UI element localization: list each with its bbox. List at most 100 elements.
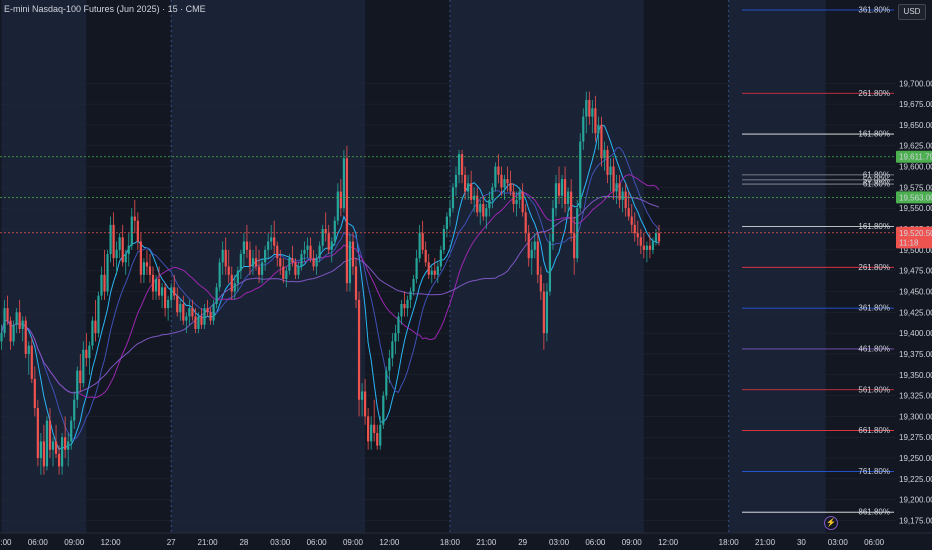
candle-body xyxy=(500,174,503,188)
candle-body xyxy=(364,391,367,417)
x-tick-label: 06:00 xyxy=(864,538,885,547)
candle-body xyxy=(512,191,515,205)
x-tick-label: 12:00 xyxy=(101,538,122,547)
candle-body xyxy=(242,241,245,255)
candle-body xyxy=(115,249,118,259)
candle-body xyxy=(454,174,458,188)
candle-body xyxy=(121,237,124,263)
candle-body xyxy=(233,283,236,292)
candle-body xyxy=(530,249,533,259)
candle-body xyxy=(64,437,67,450)
candle-body xyxy=(357,299,361,400)
candle-body xyxy=(627,208,630,217)
candle-body xyxy=(460,154,464,175)
candle-body xyxy=(576,208,579,259)
candle-body xyxy=(39,441,42,459)
candle-body xyxy=(294,262,297,275)
candle-body xyxy=(485,208,488,217)
currency-button[interactable]: USD xyxy=(898,4,926,20)
candle-body xyxy=(218,262,221,288)
candle-body xyxy=(91,320,94,346)
candle-body xyxy=(451,187,455,209)
y-tick-label: 19,550.00 xyxy=(899,204,932,213)
x-tick-label: 09:00 xyxy=(64,538,85,547)
candle-body xyxy=(467,183,470,192)
candle-body xyxy=(282,266,285,279)
candle-body xyxy=(421,233,424,250)
x-tick-label: 03:00 xyxy=(828,538,849,547)
time-axis xyxy=(0,533,932,550)
candle-body xyxy=(303,249,306,255)
candle-body xyxy=(370,424,373,442)
candle-body xyxy=(533,241,536,250)
x-tick-label: 03:00 xyxy=(549,538,570,547)
candle-body xyxy=(254,258,258,267)
lightning-icon[interactable]: ⚡ xyxy=(824,516,838,530)
candle-body xyxy=(339,191,342,209)
candle-body xyxy=(103,274,106,292)
candle-body xyxy=(445,216,449,230)
candle-body xyxy=(194,316,197,329)
candle-body xyxy=(397,316,400,334)
candle-body xyxy=(82,349,85,384)
candle-body xyxy=(491,187,494,200)
y-tick-label: 19,650.00 xyxy=(899,121,932,130)
candle-body xyxy=(136,220,139,242)
candle-body xyxy=(79,370,82,384)
candle-body xyxy=(348,241,352,284)
candle-body xyxy=(379,424,382,446)
candle-body xyxy=(557,183,561,196)
x-tick-label: 27 xyxy=(167,538,176,547)
candle-body xyxy=(536,241,539,275)
candle-body xyxy=(118,237,121,250)
candle-body xyxy=(148,266,152,275)
candle-body xyxy=(133,216,136,221)
candle-body xyxy=(333,220,336,242)
candle-body xyxy=(251,258,255,267)
candle-body xyxy=(197,316,200,329)
x-tick-label: 06:00 xyxy=(307,538,328,547)
candle-body xyxy=(300,254,303,267)
candle-body xyxy=(330,241,333,250)
candle-body xyxy=(106,254,109,292)
candle-body xyxy=(345,158,349,284)
candle-body xyxy=(51,441,55,450)
candle-body xyxy=(336,191,339,221)
candle-body xyxy=(588,99,591,117)
candle-body xyxy=(342,158,345,209)
candle-body xyxy=(124,254,127,263)
fib-level-label: 261.80% xyxy=(858,263,890,272)
candle-body xyxy=(151,274,155,292)
candle-body xyxy=(209,312,212,321)
price-badge xyxy=(896,236,932,249)
price-badge-label: 19,611.79 xyxy=(899,153,932,162)
candle-body xyxy=(515,199,518,205)
candle-body xyxy=(30,345,33,379)
candle-body xyxy=(527,233,530,259)
price-axis xyxy=(896,0,932,550)
x-tick-label: 03:00 xyxy=(0,538,12,547)
candle-body xyxy=(524,212,527,234)
candle-body xyxy=(0,333,3,342)
candle-body xyxy=(636,233,639,238)
fib-level-label: 361.80% xyxy=(858,5,890,14)
candle-body xyxy=(563,179,567,205)
candle-body xyxy=(206,308,209,313)
candle-body xyxy=(57,453,61,467)
candle-body xyxy=(412,278,415,292)
candle-body xyxy=(573,233,576,259)
candle-body xyxy=(224,249,227,267)
candle-body xyxy=(409,291,412,300)
candle-body xyxy=(9,320,12,342)
candle-body xyxy=(245,241,249,250)
fib-level-label: 661.80% xyxy=(858,426,890,435)
candle-body xyxy=(230,274,233,292)
y-tick-label: 19,675.00 xyxy=(899,100,932,109)
candle-body xyxy=(382,395,385,425)
y-tick-label: 19,175.00 xyxy=(899,517,932,526)
candle-body xyxy=(539,274,542,292)
x-tick-label: 28 xyxy=(239,538,248,547)
candle-body xyxy=(324,229,327,234)
